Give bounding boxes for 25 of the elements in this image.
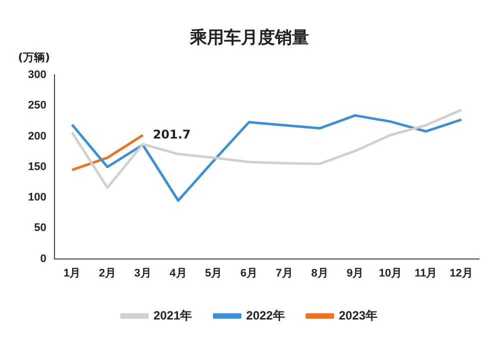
x-tick-label: 11月: [414, 267, 438, 280]
x-tick-label: 8月: [311, 267, 328, 280]
chart-title: 乘用车月度销量: [188, 27, 310, 49]
legend-label: 2023年: [338, 308, 378, 322]
legend-label: 2022年: [246, 308, 285, 322]
x-tick-label: 10月: [378, 267, 402, 280]
x-tick-label: 7月: [276, 267, 293, 280]
y-tick-label: 150: [28, 160, 46, 173]
x-tick-label: 1月: [63, 267, 81, 280]
y-tick-label: 0: [40, 252, 46, 265]
y-tick-label: 200: [28, 130, 46, 142]
x-tick-label: 3月: [134, 267, 152, 280]
data-label: 201.7: [152, 127, 191, 142]
y-tick-label: 50: [34, 222, 46, 234]
y-tick-label: 300: [28, 69, 46, 82]
x-tick-label: 12月: [450, 267, 473, 280]
y-tick-label: 250: [28, 100, 46, 112]
x-tick-label: 9月: [346, 267, 364, 280]
y-tick-label: 100: [28, 192, 46, 204]
x-tick-label: 4月: [170, 267, 187, 280]
x-tick-label: 2月: [98, 267, 116, 280]
legend-label: 2021年: [153, 308, 192, 322]
y-axis-title: (万辆): [18, 50, 50, 65]
x-tick-label: 5月: [205, 267, 222, 280]
x-tick-label: 6月: [240, 267, 258, 280]
